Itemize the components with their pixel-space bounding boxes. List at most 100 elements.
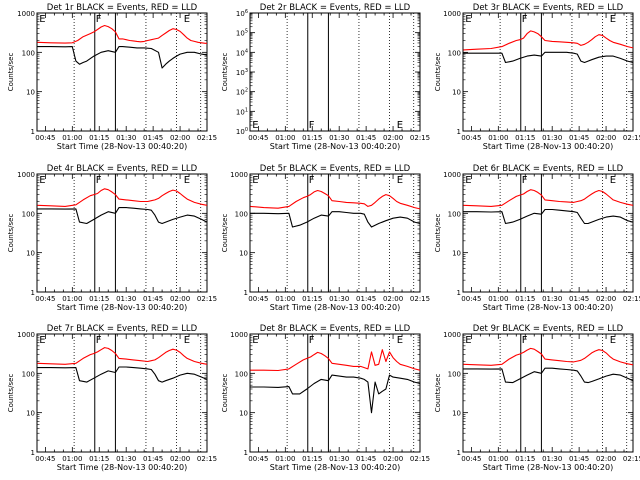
y-axis-label: Counts/sec	[434, 214, 442, 253]
x-tick-label: 01:45	[356, 295, 376, 303]
y-tick-label: 10	[239, 250, 248, 258]
series-line-events	[37, 366, 208, 383]
chart-title: Det 5r BLACK = Events, RED = LLD	[260, 164, 411, 174]
x-tick-label: 01:15	[302, 295, 322, 303]
event-marker-f: F	[522, 14, 528, 25]
event-marker-f: F	[96, 14, 102, 25]
x-tick-label: 01:00	[488, 455, 508, 463]
event-marker-e: E	[397, 335, 403, 346]
x-tick-label: 02:15	[197, 134, 217, 142]
x-tick-label: 02:15	[623, 134, 640, 142]
x-tick-label: 01:30	[542, 134, 562, 142]
event-marker-e: E	[184, 175, 190, 186]
x-tick-label: 00:45	[248, 295, 268, 303]
x-tick-label: 01:45	[356, 455, 376, 463]
x-tick-label: 01:30	[542, 295, 562, 303]
y-tick-label: 1000	[17, 331, 35, 339]
y-tick-label: 103	[236, 68, 248, 77]
event-marker-e: E	[610, 335, 616, 346]
y-tick-label: 100	[22, 370, 35, 378]
x-tick-label: 01:30	[116, 134, 136, 142]
x-tick-label: 01:00	[62, 295, 82, 303]
x-tick-label: 00:45	[35, 295, 55, 303]
y-tick-label: 100	[22, 210, 35, 218]
event-marker-e: E	[39, 14, 45, 25]
y-tick-label: 101	[236, 107, 248, 116]
y-tick-label: 100	[22, 49, 35, 57]
series-line-events	[463, 208, 634, 225]
x-tick-label: 01:45	[569, 455, 589, 463]
x-tick-label: 02:15	[197, 455, 217, 463]
y-axis-label: Counts/sec	[7, 374, 15, 413]
panel-7: Det 7r BLACK = Events, RED = LLD 00:45 01:…	[7, 324, 217, 472]
chart-title: Det 1r BLACK = Events, RED = LLD	[47, 3, 198, 13]
chart-title: Det 2r BLACK = Events, RED = LLD	[260, 3, 411, 13]
y-tick-label: 1	[31, 289, 35, 297]
chart-title: Det 4r BLACK = Events, RED = LLD	[47, 164, 198, 174]
y-tick-label: 10	[452, 89, 461, 97]
x-tick-label: 01:30	[116, 455, 136, 463]
event-marker-e: E	[39, 175, 45, 186]
panel-9: Det 9r BLACK = Events, RED = LLD 00:45 01:…	[434, 324, 640, 472]
x-tick-label: 02:00	[170, 134, 190, 142]
panel-3: Det 3r BLACK = Events, RED = LLD 00:45 01:…	[434, 3, 640, 151]
x-tick-label: 02:00	[596, 455, 616, 463]
x-axis-label: Start Time (28-Nov-13 00:40:20)	[483, 463, 613, 472]
x-axis-label: Start Time (28-Nov-13 00:40:20)	[57, 142, 187, 151]
x-tick-label: 02:00	[383, 455, 403, 463]
x-tick-label: 01:00	[62, 455, 82, 463]
x-tick-label: 02:00	[383, 134, 403, 142]
y-tick-label: 106	[236, 9, 248, 18]
plot-frame	[462, 333, 634, 453]
y-axis-label: Counts/sec	[434, 374, 442, 413]
y-tick-label: 10	[239, 410, 248, 418]
series-line-lld	[37, 188, 208, 207]
x-tick-label: 02:00	[596, 134, 616, 142]
x-tick-label: 00:45	[35, 134, 55, 142]
x-axis-label: Start Time (28-Nov-13 00:40:20)	[483, 303, 613, 312]
y-tick-label: 1000	[443, 171, 461, 179]
y-tick-label: 105	[236, 29, 248, 38]
x-tick-label: 00:45	[461, 134, 481, 142]
x-tick-label: 01:45	[143, 295, 163, 303]
x-tick-label: 02:00	[383, 295, 403, 303]
y-tick-label: 1	[31, 128, 35, 136]
panel-2: Det 2r BLACK = Events, RED = LLD 00:45 01:…	[221, 3, 430, 151]
chart-title: Det 9r BLACK = Events, RED = LLD	[473, 324, 624, 334]
plot-frame	[36, 173, 208, 293]
y-axis-label: Counts/sec	[221, 374, 229, 413]
x-tick-label: 01:15	[89, 455, 109, 463]
panel-6: Det 6r BLACK = Events, RED = LLD 00:45 01:…	[434, 164, 640, 312]
y-axis-label: Counts/sec	[221, 53, 229, 92]
event-marker-f: F	[309, 335, 315, 346]
event-marker-f: F	[522, 175, 528, 186]
x-tick-label: 02:00	[170, 295, 190, 303]
y-axis-label: Counts/sec	[221, 214, 229, 253]
series-line-lld	[463, 189, 634, 207]
x-tick-label: 01:00	[488, 295, 508, 303]
event-marker-e: E	[465, 175, 471, 186]
x-tick-label: 02:15	[623, 455, 640, 463]
x-tick-label: 01:15	[515, 134, 535, 142]
y-tick-label: 104	[236, 48, 248, 57]
y-tick-label: 1	[457, 449, 461, 457]
series-line-events	[250, 374, 421, 414]
x-tick-label: 02:15	[197, 295, 217, 303]
y-tick-label: 1000	[17, 171, 35, 179]
y-tick-label: 1000	[443, 10, 461, 18]
x-tick-label: 01:15	[89, 134, 109, 142]
x-tick-label: 02:15	[410, 134, 430, 142]
x-tick-label: 02:15	[410, 455, 430, 463]
x-tick-label: 01:30	[542, 455, 562, 463]
y-axis-label: Counts/sec	[434, 53, 442, 92]
event-marker-e: E	[184, 14, 190, 25]
panel-4: Det 4r BLACK = Events, RED = LLD 00:45 01:…	[7, 164, 217, 312]
plot-frame	[249, 12, 421, 132]
event-marker-e: E	[465, 335, 471, 346]
plot-frame	[462, 173, 634, 293]
event-marker-e: E	[39, 335, 45, 346]
x-tick-label: 00:45	[248, 134, 268, 142]
series-line-lld	[250, 189, 421, 210]
y-tick-label: 100	[448, 210, 461, 218]
y-tick-label: 100	[235, 370, 248, 378]
